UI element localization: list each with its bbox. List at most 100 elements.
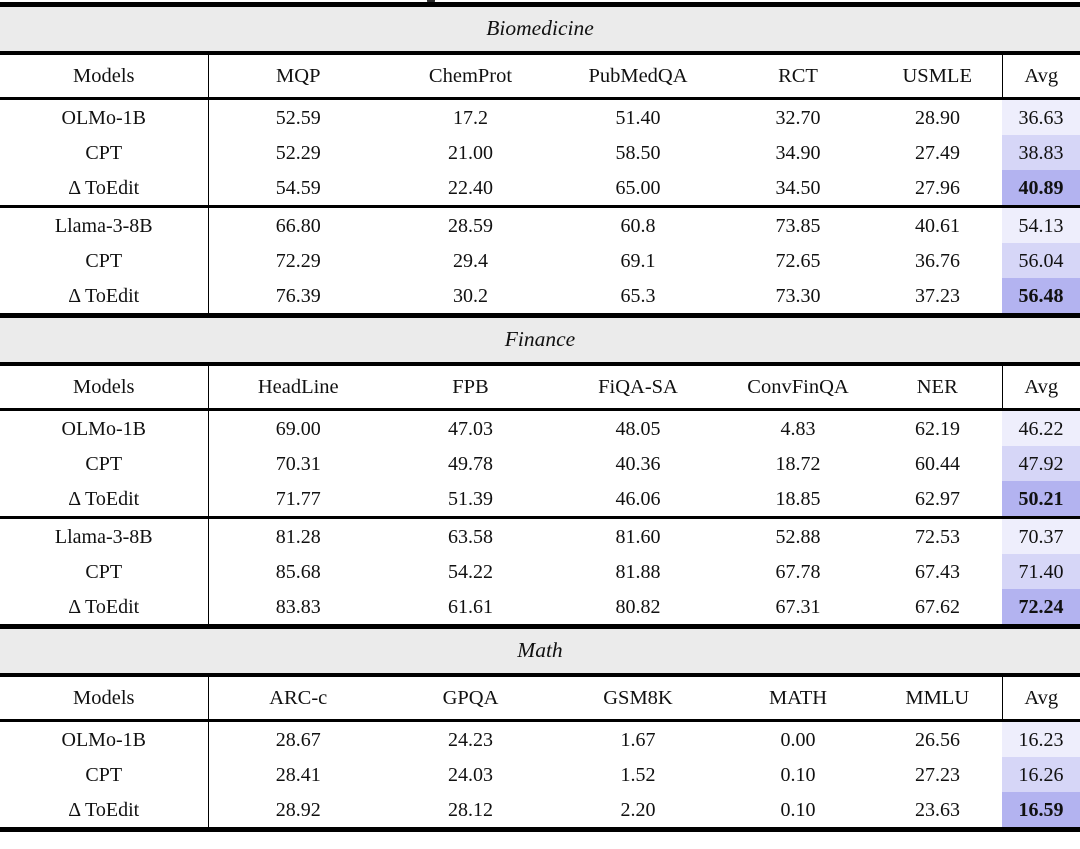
score-cell: 2.20 xyxy=(553,792,723,832)
score-cell: 65.00 xyxy=(615,176,661,199)
score-cell: 51.40 xyxy=(615,106,661,129)
score-cell: 72.65 xyxy=(775,249,821,272)
score-cell: 69.00 xyxy=(275,417,321,440)
model-name-cell: OLMo-1B xyxy=(0,98,209,135)
score-cell: 51.39 xyxy=(448,487,493,510)
score-cell: 58.50 xyxy=(615,141,661,164)
score-cell: 46.06 xyxy=(615,487,661,510)
column-header-usmle: USMLE xyxy=(873,53,1002,100)
score-cell: 17.2 xyxy=(453,106,488,129)
score-cell: 67.43 xyxy=(915,560,960,583)
model-name-cell: Δ ToEdit xyxy=(0,589,209,624)
column-header-gsm8k: GSM8K xyxy=(553,675,723,722)
score-cell: 67.78 xyxy=(775,560,821,583)
avg-score-cell: 16.26 xyxy=(1002,757,1080,792)
score-cell: 28.59 xyxy=(388,205,553,243)
score-cell: 62.19 xyxy=(915,417,960,440)
score-cell: 54.22 xyxy=(448,560,493,583)
score-cell: 66.80 xyxy=(208,205,388,243)
score-cell: 72.29 xyxy=(275,249,321,272)
model-name-cell: CPT xyxy=(0,757,209,792)
score-cell: 28.67 xyxy=(275,728,321,751)
score-cell: 63.58 xyxy=(388,516,553,554)
score-cell: 18.72 xyxy=(775,452,821,475)
column-header-mqp: MQP xyxy=(208,53,388,100)
score-cell: 60.8 xyxy=(553,205,723,243)
avg-score-cell: 16.23 xyxy=(1002,720,1080,757)
score-cell: 1.52 xyxy=(620,763,656,786)
avg-score-cell: 54.13 xyxy=(1002,205,1080,243)
score-cell: 37.23 xyxy=(915,284,960,307)
model-name-cell: Δ ToEdit xyxy=(0,481,209,518)
score-cell: 48.05 xyxy=(615,417,661,440)
score-cell: 28.12 xyxy=(388,792,553,832)
score-cell: 81.88 xyxy=(615,560,661,583)
model-name-cell: OLMo-1B xyxy=(0,409,209,446)
model-name-cell: CPT xyxy=(0,554,209,589)
score-cell: 18.85 xyxy=(775,487,821,510)
model-name-cell: CPT xyxy=(0,135,209,170)
score-cell: 65.3 xyxy=(620,284,656,307)
score-cell: 0.10 xyxy=(723,792,873,832)
score-cell: 26.56 xyxy=(915,728,960,751)
model-name-cell: Δ ToEdit xyxy=(0,170,209,207)
score-cell: 23.63 xyxy=(873,792,1002,832)
section-title: Math xyxy=(0,624,1080,677)
score-cell: 67.62 xyxy=(915,595,960,618)
column-header-fpb: FPB xyxy=(388,364,553,411)
score-cell: 4.83 xyxy=(780,417,816,440)
section-title: Biomedicine xyxy=(0,2,1080,55)
score-cell: 81.60 xyxy=(553,516,723,554)
score-cell: 69.1 xyxy=(620,249,656,272)
model-name-cell: OLMo-1B xyxy=(0,720,209,757)
column-header-convfinqa: ConvFinQA xyxy=(723,364,873,411)
column-header-pubmedqa: PubMedQA xyxy=(553,53,723,100)
score-cell: 27.49 xyxy=(915,141,960,164)
column-header-arc-c: ARC-c xyxy=(208,675,388,722)
score-cell: 61.61 xyxy=(448,595,493,618)
score-cell: 34.50 xyxy=(775,176,821,199)
score-cell: 80.82 xyxy=(615,595,661,618)
score-cell: 76.39 xyxy=(275,284,321,307)
score-cell: 62.97 xyxy=(915,487,960,510)
section-title: Finance xyxy=(0,313,1080,366)
model-name-cell: Δ ToEdit xyxy=(0,278,209,313)
avg-score-cell: 47.92 xyxy=(1002,446,1080,481)
score-cell: 52.88 xyxy=(723,516,873,554)
column-header-models: Models xyxy=(0,364,209,411)
score-cell: 27.23 xyxy=(915,763,960,786)
score-cell: 32.70 xyxy=(775,106,821,129)
column-header-gpqa: GPQA xyxy=(388,675,553,722)
column-header-avg: Avg xyxy=(1001,364,1080,411)
score-cell: 73.85 xyxy=(723,205,873,243)
avg-score-cell: 46.22 xyxy=(1002,409,1080,446)
avg-score-cell: 16.59 xyxy=(1002,792,1080,832)
benchmark-results-table: Biomedicine Models MQP ChemProt PubMedQA RCT U… xyxy=(0,2,1080,832)
score-cell: 36.76 xyxy=(915,249,960,272)
score-cell: 0.10 xyxy=(780,763,816,786)
column-header-avg: Avg xyxy=(1001,53,1080,100)
column-header-mmlu: MMLU xyxy=(873,675,1002,722)
score-cell: 52.29 xyxy=(275,141,321,164)
score-cell: 24.23 xyxy=(448,728,493,751)
score-cell: 21.00 xyxy=(448,141,493,164)
score-cell: 30.2 xyxy=(453,284,488,307)
avg-score-cell: 56.48 xyxy=(1002,278,1080,313)
score-cell: 40.36 xyxy=(615,452,661,475)
score-cell: 70.31 xyxy=(275,452,321,475)
column-header-math: MATH xyxy=(723,675,873,722)
section-table-math: Math Models ARC-c GPQA GSM8K MATH MMLU Avg OLMo-… xyxy=(0,624,1080,832)
model-name-cell: Δ ToEdit xyxy=(0,792,209,832)
column-header-fiqa-sa: FiQA-SA xyxy=(553,364,723,411)
score-cell: 34.90 xyxy=(775,141,821,164)
score-cell: 67.31 xyxy=(775,595,821,618)
avg-score-cell: 56.04 xyxy=(1002,243,1080,278)
score-cell: 28.92 xyxy=(208,792,388,832)
section-table-biomedicine: Biomedicine Models MQP ChemProt PubMedQA RCT U… xyxy=(0,2,1080,313)
score-cell: 83.83 xyxy=(275,595,321,618)
score-cell: 0.00 xyxy=(780,728,816,751)
avg-score-cell: 70.37 xyxy=(1002,516,1080,554)
model-name-cell: CPT xyxy=(0,243,209,278)
avg-score-cell: 36.63 xyxy=(1002,98,1080,135)
